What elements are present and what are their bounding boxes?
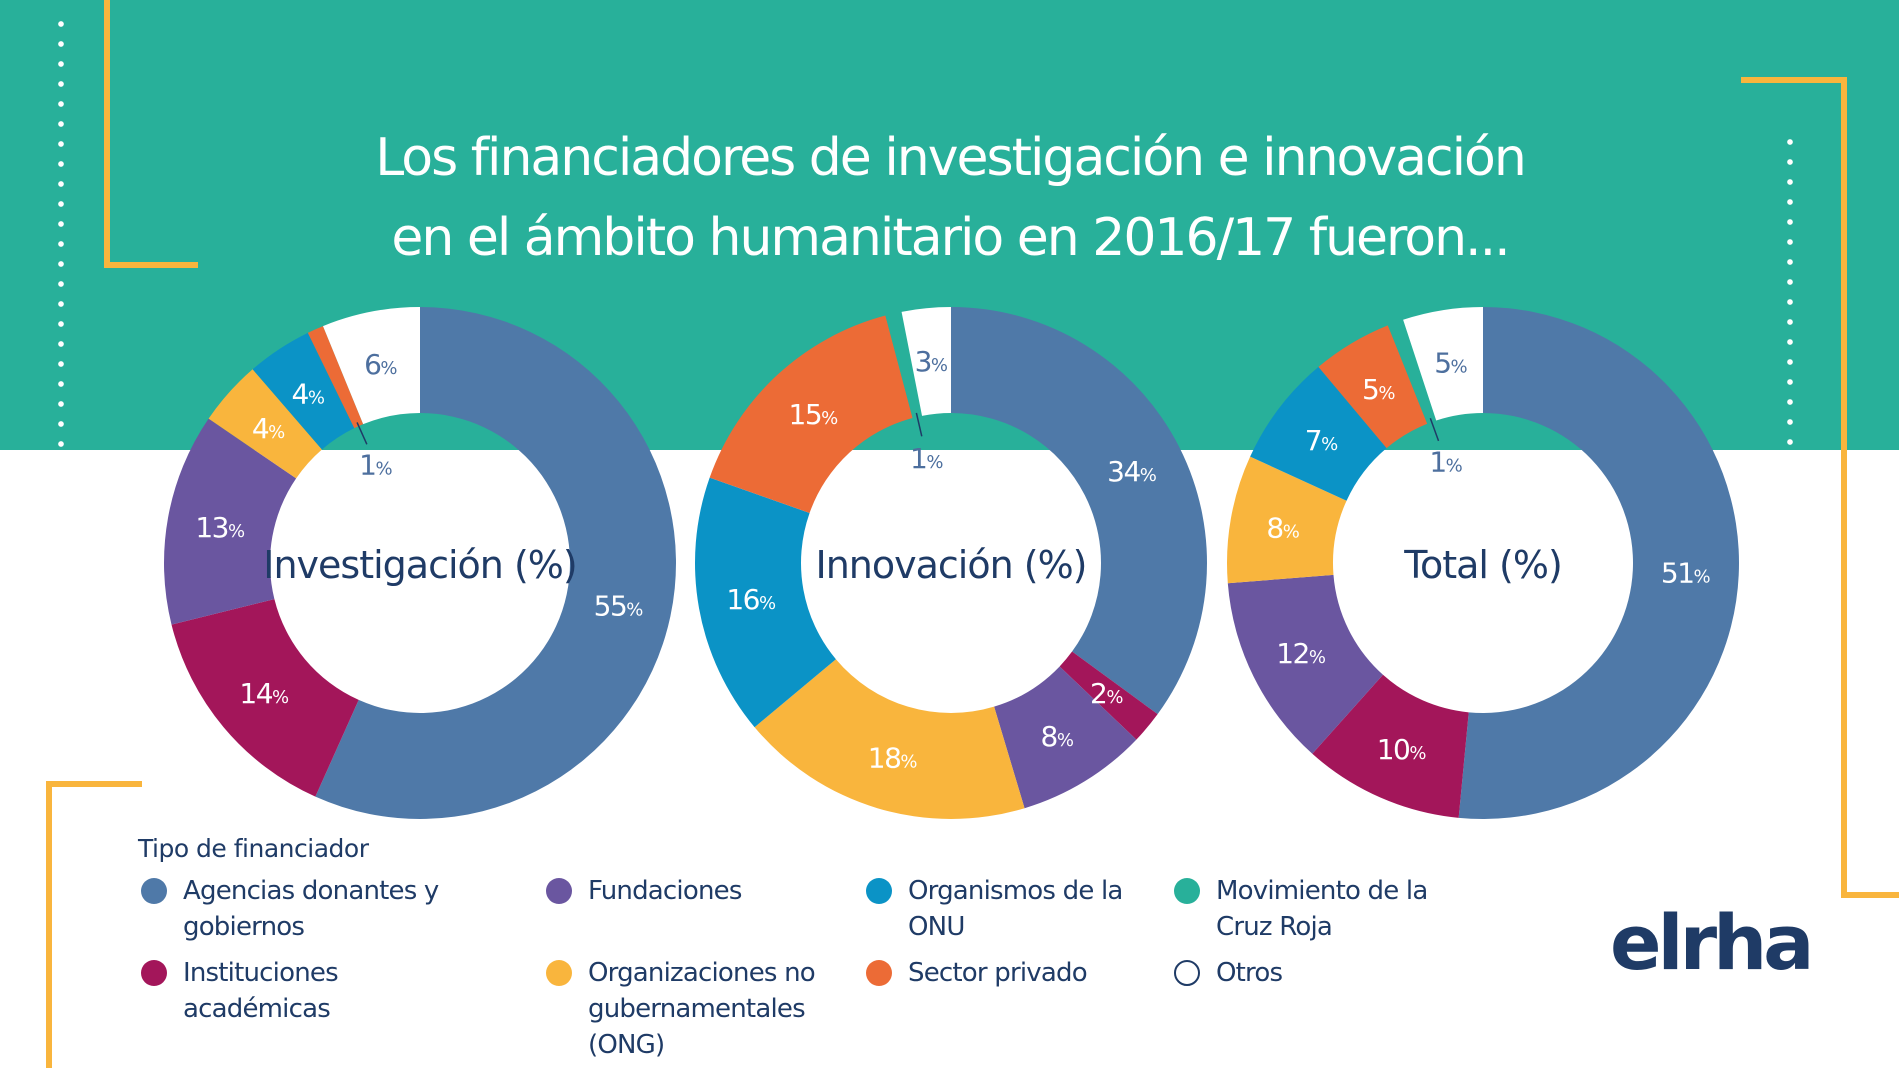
legend-swatch (546, 960, 572, 986)
data-label-instituciones-academicas: 2% (1090, 677, 1123, 710)
legend-label: Instituciones académicas (183, 958, 339, 1024)
legend: Tipo de financiador Agencias donantes y … (138, 834, 1538, 1063)
dotted-line-right (1787, 132, 1793, 892)
legend-swatch (866, 878, 892, 904)
title-line-2: en el ámbito humanitario en 2016/17 fuer… (391, 208, 1510, 268)
legend-item-sector-privado: Sector privado (863, 955, 1171, 1063)
data-label-agencias-donantes-y-gobiernos: 55% (594, 589, 644, 622)
legend-swatch (141, 878, 167, 904)
segment-fundaciones (994, 666, 1137, 809)
data-label-fundaciones: 8% (1040, 720, 1073, 753)
data-label-sector-privado: 1% (359, 448, 392, 481)
legend-swatch (866, 960, 892, 986)
bracket-right-bottom (1841, 892, 1899, 898)
segment-instituciones-academicas (1312, 674, 1469, 818)
legend-item-onu: Organismos de la ONU (863, 873, 1171, 945)
legend-item-otros: Otros (1171, 955, 1531, 1063)
legend-item-academicas: Instituciones académicas (138, 955, 543, 1063)
segment-organizaciones-no-gubernamentales-ong (1227, 456, 1347, 584)
data-label-instituciones-academicas: 14% (239, 677, 289, 710)
segment-fundaciones (1227, 574, 1383, 754)
segment-organismos-de-la-onu (694, 477, 836, 728)
elrha-logo: elrha (1610, 898, 1814, 987)
legend-item-cruz-roja: Movimiento de la Cruz Roja (1171, 873, 1531, 945)
chart-title-investigacion: Investigación (%) (263, 543, 576, 587)
legend-grid: Agencias donantes y gobiernos Fundacione… (138, 873, 1538, 1063)
legend-label: Otros (1216, 958, 1283, 988)
bracket-bottom-left (46, 781, 142, 1068)
legend-title: Tipo de financiador (138, 834, 369, 863)
chart-title-innovacion: Innovación (%) (815, 543, 1086, 587)
legend-swatch (1174, 878, 1200, 904)
segment-instituciones-academicas (1059, 651, 1158, 740)
legend-label: Sector privado (908, 958, 1088, 988)
segment-organizaciones-no-gubernamentales-ong (754, 659, 1025, 820)
legend-label: Fundaciones (588, 876, 742, 906)
dotted-line-left (58, 14, 64, 484)
chart-title-total: Total (%) (1403, 543, 1562, 587)
data-label-organizaciones-no-gubernamentales-ong: 18% (868, 741, 918, 774)
data-label-organismos-de-la-onu: 16% (726, 583, 776, 616)
legend-label: Agencias donantes y gobiernos (183, 876, 439, 942)
bracket-top-left (104, 0, 198, 268)
legend-swatch (546, 878, 572, 904)
title-line-1: Los financiadores de investigación e inn… (375, 128, 1527, 188)
legend-label: Organismos de la ONU (908, 876, 1123, 942)
data-label-fundaciones: 12% (1276, 637, 1326, 670)
data-label-agencias-donantes-y-gobiernos: 34% (1107, 455, 1157, 488)
bracket-right (1741, 77, 1847, 898)
legend-item-fundaciones: Fundaciones (543, 873, 863, 945)
data-label-agencias-donantes-y-gobiernos: 51% (1661, 557, 1711, 590)
data-label-organizaciones-no-gubernamentales-ong: 8% (1266, 512, 1299, 545)
page-title: Los financiadores de investigación e inn… (230, 118, 1670, 278)
legend-label: Movimiento de la Cruz Roja (1216, 876, 1428, 942)
legend-item-agencias: Agencias donantes y gobiernos (138, 873, 543, 945)
legend-label: Organizaciones no gubernamentales (ONG) (588, 958, 816, 1060)
legend-item-ong: Organizaciones no gubernamentales (ONG) (543, 955, 863, 1063)
legend-swatch (141, 960, 167, 986)
data-label-instituciones-academicas: 10% (1377, 733, 1427, 766)
data-label-fundaciones: 13% (195, 511, 245, 544)
legend-swatch (1174, 960, 1200, 986)
segment-instituciones-academicas (171, 599, 359, 797)
data-label-movimiento-de-la-cruz-roja: 1% (1429, 446, 1462, 479)
